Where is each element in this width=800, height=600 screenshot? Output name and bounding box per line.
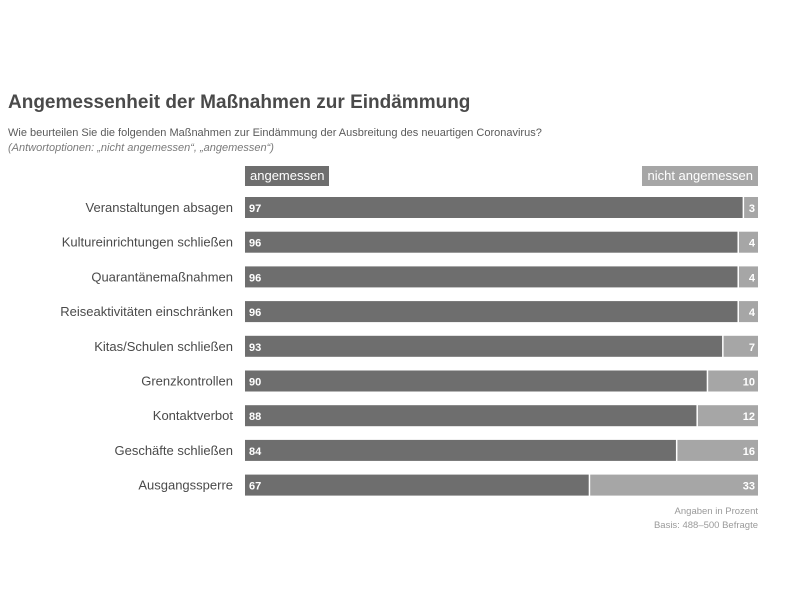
bar-nicht-angemessen — [744, 197, 758, 218]
category-label: Kultureinrichtungen schließen — [62, 235, 233, 250]
category-label: Kitas/Schulen schließen — [94, 339, 233, 354]
data-label-angemessen: 96 — [249, 272, 261, 284]
data-label-nicht-angemessen: 12 — [743, 411, 755, 423]
bar-nicht-angemessen — [590, 474, 758, 496]
bar-nicht-angemessen — [697, 405, 758, 427]
bar-angemessen — [245, 474, 589, 496]
data-label-angemessen: 90 — [249, 377, 261, 389]
bar-angemessen — [245, 301, 738, 323]
bar-angemessen — [245, 197, 743, 218]
data-label-angemessen: 84 — [249, 446, 262, 458]
bar-angemessen — [245, 266, 738, 288]
bar-nicht-angemessen — [738, 301, 758, 323]
chart-title: Angemessenheit der Maßnahmen zur Eindämm… — [8, 92, 471, 113]
bar-nicht-angemessen — [738, 266, 758, 288]
data-label-angemessen: 93 — [249, 342, 261, 354]
data-label-nicht-angemessen: 4 — [749, 272, 756, 284]
data-label-angemessen: 97 — [249, 203, 261, 215]
bar-nicht-angemessen — [738, 231, 758, 253]
category-label: Veranstaltungen absagen — [86, 200, 233, 215]
data-label-angemessen: 96 — [249, 238, 261, 250]
legend-angemessen: angemessen — [245, 166, 330, 186]
data-label-nicht-angemessen: 4 — [749, 307, 756, 319]
bar-nicht-angemessen — [723, 335, 758, 357]
category-label: Reiseaktivitäten einschränken — [60, 304, 233, 319]
bar-nicht-angemessen — [708, 370, 758, 392]
data-label-nicht-angemessen: 4 — [749, 238, 756, 250]
legend-nicht-angemessen: nicht angemessen — [642, 166, 758, 186]
bar-angemessen — [245, 370, 707, 392]
data-label-angemessen: 96 — [249, 307, 261, 319]
data-label-nicht-angemessen: 33 — [743, 481, 755, 493]
data-label-angemessen: 67 — [249, 481, 261, 493]
bar-angemessen — [245, 335, 723, 357]
data-label-angemessen: 88 — [249, 411, 261, 423]
unit-note: Angaben in Prozent — [674, 506, 758, 517]
category-label: Grenzkontrollen — [141, 374, 233, 389]
chart-footnote: Angaben in Prozent Basis: 488–500 Befrag… — [654, 505, 758, 533]
bar-angemessen — [245, 405, 697, 427]
sample-basis-note: Basis: 488–500 Befragte — [653, 520, 758, 531]
bar-nicht-angemessen — [677, 439, 758, 461]
chart-subtitle: Wie beurteilen Sie die folgenden Maßnahm… — [8, 127, 542, 139]
bar-angemessen — [245, 231, 738, 253]
answer-options-note: (Antwortoptionen: „nicht angemessen“, „a… — [8, 142, 274, 154]
category-label: Kontaktverbot — [153, 408, 234, 423]
category-label: Geschäfte schließen — [114, 443, 233, 458]
bar-angemessen — [245, 439, 676, 461]
category-label: Ausgangssperre — [138, 478, 233, 493]
data-label-nicht-angemessen: 7 — [749, 342, 755, 354]
data-label-nicht-angemessen: 16 — [743, 446, 755, 458]
category-label: Quarantänemaßnahmen — [91, 269, 233, 284]
data-label-nicht-angemessen: 10 — [743, 377, 755, 389]
data-label-nicht-angemessen: 3 — [749, 203, 755, 215]
